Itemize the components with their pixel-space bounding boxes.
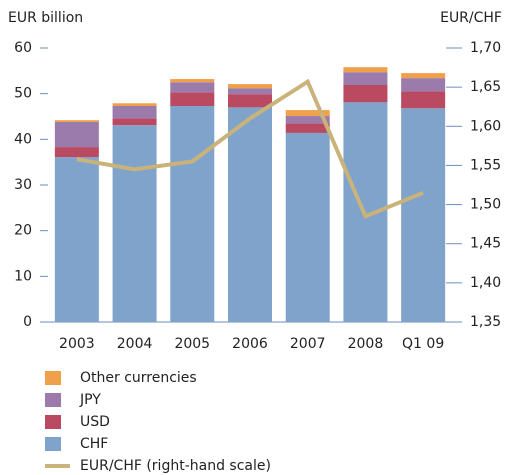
x-tick-label: 2008 (348, 336, 384, 352)
legend-label: USD (80, 414, 110, 430)
bar-segment (285, 132, 330, 322)
y2-tick-label: 1,45 (470, 236, 501, 252)
bar-segment (228, 94, 272, 108)
y2-tick-label: 1,70 (470, 40, 501, 56)
bar-segment (285, 110, 330, 117)
x-tick-label: 2006 (232, 336, 268, 352)
y2-axis-label: EUR/CHF (440, 10, 502, 26)
line-series (76, 78, 424, 219)
y-tick-label: 40 (14, 131, 32, 147)
bar-segment (112, 105, 157, 119)
bar-segment (343, 84, 388, 103)
legend-swatch (45, 415, 61, 429)
bar-segment (285, 116, 330, 124)
x-tick-label: 2007 (290, 336, 326, 352)
bar-segment (54, 147, 99, 158)
y-tick-label: 60 (14, 40, 32, 56)
y-tick-label: 10 (14, 268, 32, 284)
bar-segment (112, 125, 157, 322)
bar-segment (54, 120, 99, 122)
y2-tick-label: 1,55 (470, 157, 501, 173)
legend-swatch (45, 393, 61, 407)
bar-segment (343, 67, 388, 73)
bar-segment (170, 92, 215, 106)
legend-swatch (45, 437, 61, 451)
bar-segment (401, 108, 446, 322)
bar-segment (54, 157, 99, 322)
x-tick-label: 2005 (174, 336, 210, 352)
bar-segment (228, 88, 272, 95)
bar-segment (170, 105, 215, 322)
y-tick-label: 20 (14, 223, 32, 239)
bar-segment (401, 91, 446, 109)
bar-segment (343, 72, 388, 85)
bar-segment (285, 123, 330, 133)
x-tick-label: 2003 (59, 336, 95, 352)
legend-label: Other currencies (80, 370, 197, 386)
y-axis-label: EUR billion (8, 10, 83, 26)
y-tick-label: 0 (23, 314, 32, 330)
y2-tick-label: 1,40 (470, 275, 501, 291)
x-tick-label: 2004 (117, 336, 153, 352)
bar-segment (170, 79, 215, 83)
y-tick-label: 50 (14, 86, 32, 102)
bar-segment (401, 73, 446, 79)
legend-label: CHF (80, 436, 108, 452)
bar-segment (228, 107, 272, 322)
y2-tick-label: 1,35 (470, 314, 501, 330)
legend-swatch (45, 371, 61, 385)
y2-tick-label: 1,50 (470, 197, 501, 213)
bar-segment (112, 118, 157, 126)
legend-label: EUR/CHF (right-hand scale) (80, 458, 271, 474)
bar-segment (112, 103, 157, 106)
bar-segment (228, 84, 272, 89)
x-tick-label: Q1 09 (402, 336, 444, 352)
y-tick-label: 30 (14, 177, 32, 193)
bar-segment (170, 82, 215, 93)
bar-segment (54, 121, 99, 148)
legend-label: JPY (79, 392, 101, 408)
y2-tick-label: 1,60 (470, 118, 501, 134)
y2-tick-label: 1,65 (470, 79, 501, 95)
bar-segment (401, 78, 446, 92)
